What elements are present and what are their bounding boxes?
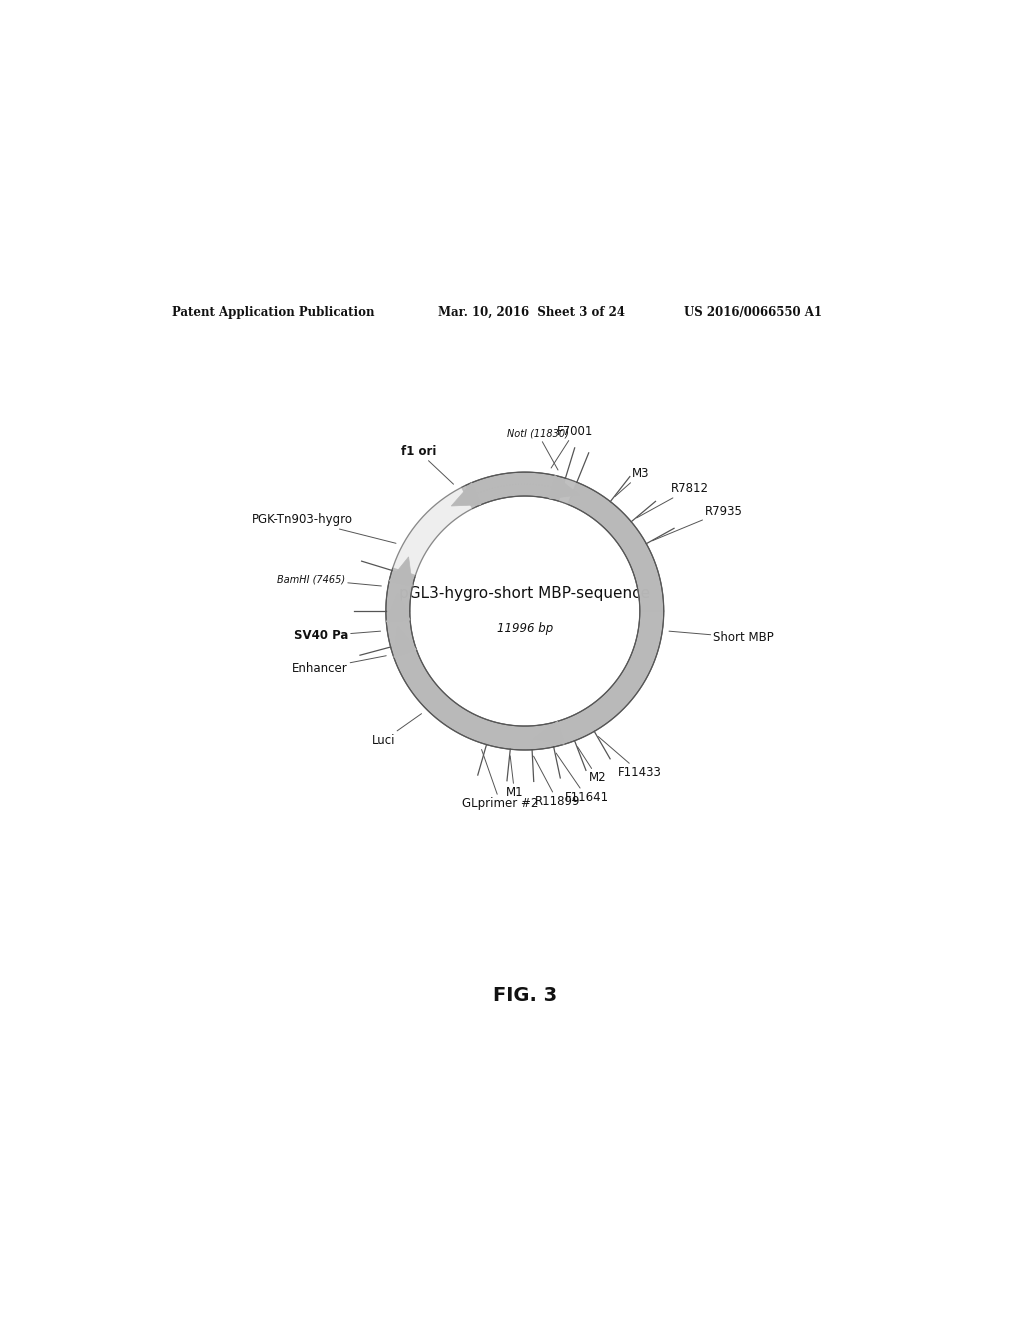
Text: R11899: R11899 [534, 756, 581, 808]
Text: M3: M3 [614, 467, 650, 496]
Text: F7001: F7001 [551, 425, 593, 469]
Polygon shape [386, 611, 414, 647]
Text: M2: M2 [578, 747, 606, 784]
Text: Short MBP: Short MBP [669, 631, 774, 644]
Text: FIG. 3: FIG. 3 [493, 986, 557, 1006]
Polygon shape [390, 640, 554, 750]
Text: f1 ori: f1 ori [401, 445, 454, 484]
Text: 11996 bp: 11996 bp [497, 622, 553, 635]
Polygon shape [389, 557, 413, 586]
Polygon shape [386, 473, 664, 750]
Text: R7812: R7812 [637, 482, 709, 517]
Text: Luci: Luci [373, 714, 422, 747]
Polygon shape [549, 482, 664, 747]
Text: F11641: F11641 [556, 754, 608, 804]
Polygon shape [386, 593, 410, 622]
Polygon shape [386, 570, 415, 611]
Text: R7935: R7935 [652, 504, 743, 541]
Polygon shape [394, 627, 417, 657]
Polygon shape [386, 473, 664, 750]
Text: pGL3-hygro-short MBP-sequence: pGL3-hygro-short MBP-sequence [399, 586, 650, 601]
Text: Mar. 10, 2016  Sheet 3 of 24: Mar. 10, 2016 Sheet 3 of 24 [437, 305, 625, 318]
Text: GLprimer #2: GLprimer #2 [462, 750, 539, 810]
Polygon shape [534, 722, 564, 744]
Polygon shape [452, 483, 480, 506]
Polygon shape [466, 473, 565, 507]
Text: F11433: F11433 [598, 737, 662, 779]
Text: BamHI (7465): BamHI (7465) [276, 574, 381, 586]
Text: SV40 Pa: SV40 Pa [294, 630, 381, 643]
Polygon shape [550, 475, 579, 499]
Text: NotI (11830): NotI (11830) [507, 429, 569, 470]
Text: US 2016/0066550 A1: US 2016/0066550 A1 [684, 305, 821, 318]
Text: M1: M1 [506, 756, 523, 799]
Text: PGK-Tn903-hygro: PGK-Tn903-hygro [252, 513, 396, 544]
Text: Enhancer: Enhancer [292, 656, 386, 675]
Text: Patent Application Publication: Patent Application Publication [172, 305, 374, 318]
